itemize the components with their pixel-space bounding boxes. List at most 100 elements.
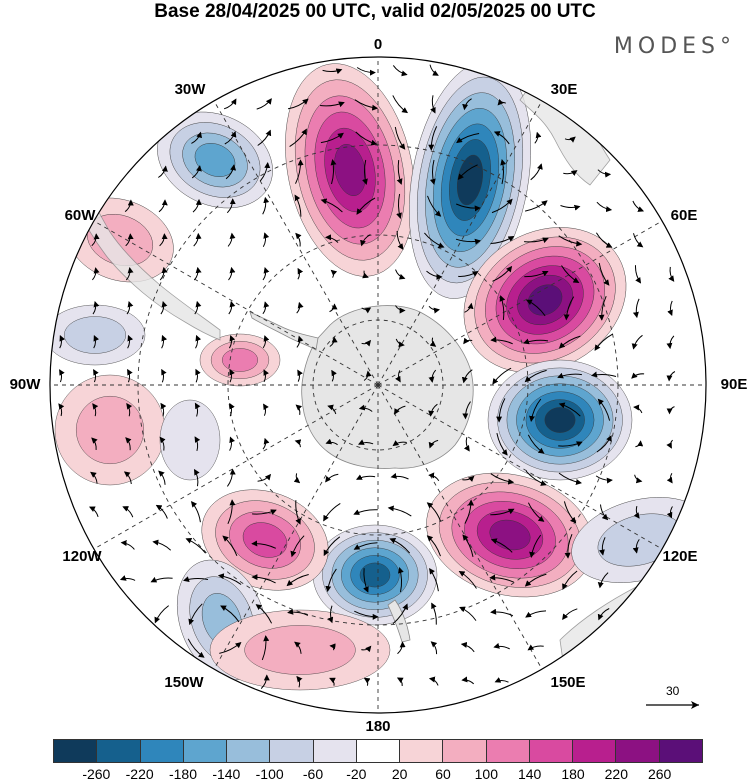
wind-vector [158,165,168,178]
wind-vector [597,398,611,421]
wind-vector [525,470,547,486]
wind-vector [256,98,272,110]
wind-vector [668,266,675,282]
reference-vector-label: 30 [666,684,680,698]
wind-vector [387,505,412,517]
modes-logo: MODES° [613,34,736,59]
wind-vector [122,506,134,518]
wind-vector [262,301,270,315]
wind-vector [127,334,134,349]
wind-vector [155,504,168,519]
reference-vector-arrow [646,701,699,709]
wind-vector [88,506,99,518]
wind-vector [192,198,202,213]
wind-vector [296,335,304,348]
wind-vector [228,300,236,315]
colorbar-segment [96,740,140,762]
wind-vector [261,635,270,661]
wind-vector [496,433,508,456]
wind-vector [361,645,372,653]
colorbar-tick-label: 180 [561,766,585,782]
wind-vector [564,136,576,143]
wind-vector [286,574,309,587]
wind-vector [389,538,411,554]
wind-vector [461,369,473,384]
wind-vector [462,401,471,420]
wind-vector [320,198,343,213]
lon-label-120e: 120E [662,548,698,565]
colorbar-tick-label: 260 [647,766,672,782]
wind-vector [263,369,269,383]
wind-vector [262,196,270,215]
wind-vector [362,159,368,185]
wind-vector [598,537,606,556]
wind-vector [558,441,583,447]
wind-vector [462,475,475,482]
wind-vector [431,602,437,625]
wind-vector [558,235,583,247]
wind-vector [489,574,515,583]
wind-vector [320,101,345,108]
wind-vector [396,677,404,687]
wind-vector [634,265,642,284]
lon-label-60w: 60W [64,207,96,224]
wind-vector [91,233,100,247]
wind-vector [257,473,272,482]
wind-vector [426,270,443,280]
colorbar-segment [399,740,443,762]
wind-vector [325,568,337,593]
wind-vector [524,369,547,383]
wind-vector [455,203,481,212]
wind-vector [430,95,436,114]
wind-vector [361,307,372,314]
wind-vector [497,99,507,106]
wind-vector [323,536,341,557]
wind-vector [460,641,475,653]
wind-vector [59,334,66,349]
wind-vector [262,232,270,248]
wind-vector [597,169,612,178]
colorbar-ticks: -260 -220 -180 -140 -100 -60 -20 20 60 100 140 180 2… [53,766,703,782]
wind-vector [329,677,336,686]
wind-vector [463,337,473,345]
wind-vector [193,468,200,487]
wind-vector [195,334,202,349]
wind-vector [217,573,242,585]
colorbar-segment [355,740,400,762]
wind-vector [490,538,513,553]
anomaly-contour [75,396,144,465]
wind-vector [427,195,442,217]
wind-vector [632,200,645,212]
wind-vector [666,406,675,415]
colorbar-tick-label: 140 [517,766,542,782]
wind-vector [219,641,242,654]
wind-vector [222,535,238,556]
wind-vector [59,369,65,383]
wind-vector [295,404,303,415]
wind-vector [632,298,640,319]
wind-vector [227,499,236,525]
wind-vector [524,270,549,278]
meridian-line [377,219,665,386]
wind-vector [227,232,236,247]
wind-vector [493,642,510,650]
colorbar-tick-label: -20 [346,766,367,782]
wind-vector [523,338,549,345]
anomaly-contour [527,284,563,316]
anomaly-field [50,61,706,691]
anomaly-contour [544,407,576,433]
wind-vector [91,437,98,450]
wind-vector [633,505,640,519]
wind-vector [225,164,237,180]
wind-vector [297,267,304,280]
wind-vector [293,473,301,484]
colorbar-tick-label: -220 [125,766,154,782]
lon-label-180: 180 [365,718,391,735]
anomaly-contour [159,399,221,481]
wind-vector [428,369,437,383]
wind-vector [492,265,513,282]
colorbar-segment [528,740,573,762]
colorbar-segment [54,740,97,762]
wind-vector [123,471,132,485]
meridian-line [377,384,665,551]
